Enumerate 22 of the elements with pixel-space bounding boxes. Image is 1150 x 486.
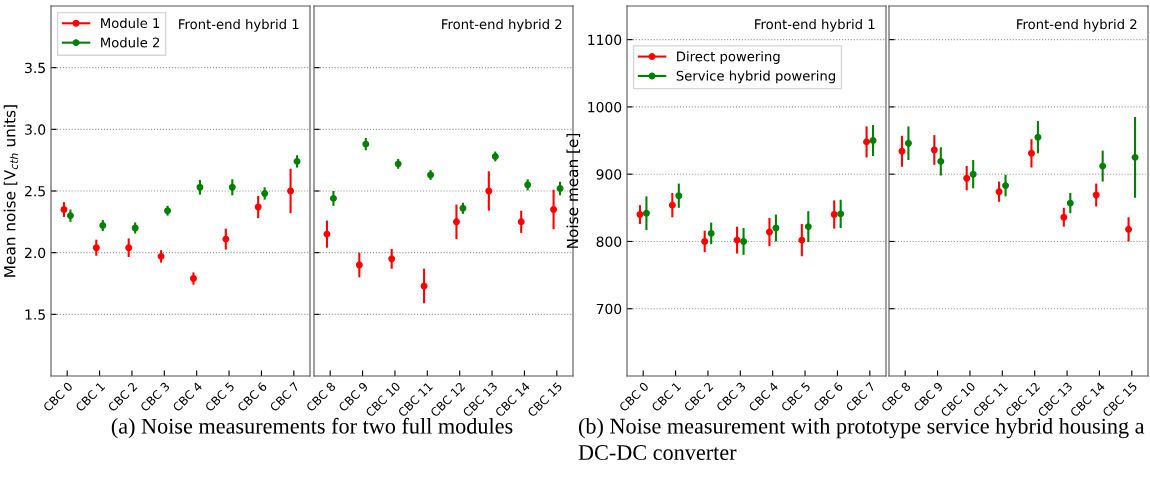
annotation: Front-end hybrid 2	[1017, 18, 1137, 32]
annotation: Front-end hybrid 2	[442, 18, 562, 32]
y-tick-label: 3.0	[25, 124, 46, 135]
legend-label: Service hybrid powering	[676, 70, 835, 84]
legend-label: Module 2	[101, 37, 160, 48]
y-tick-label: 3.5	[25, 62, 45, 74]
legend-label: Module 1	[101, 17, 160, 29]
y-tick-label: 1100	[588, 34, 622, 46]
y-tick-label: 2.5	[25, 185, 45, 197]
y-axis-title: Noise mean [e]	[566, 133, 581, 248]
y-tick-label: 700	[596, 303, 622, 315]
annotation: Front-end hybrid 1	[179, 18, 299, 32]
y-tick-label: 1.5	[25, 309, 45, 320]
y-tick-label: 1000	[588, 101, 622, 113]
text: (a) Noise measurements for two full modules	[111, 417, 513, 439]
y-tick-label: 900	[596, 169, 622, 180]
y-tick-label: 2.0	[25, 247, 46, 259]
y-axis-title: Mean noise [V$_{cth}$ units]	[3, 105, 18, 277]
annotation: Front-end hybrid 1	[755, 18, 875, 32]
y-tick-label: 800	[596, 236, 622, 247]
text: (b) Noise measurement with prototype service hybrid housing a DC-DC converter	[578, 418, 1145, 461]
legend-label: Direct powering	[677, 51, 780, 64]
